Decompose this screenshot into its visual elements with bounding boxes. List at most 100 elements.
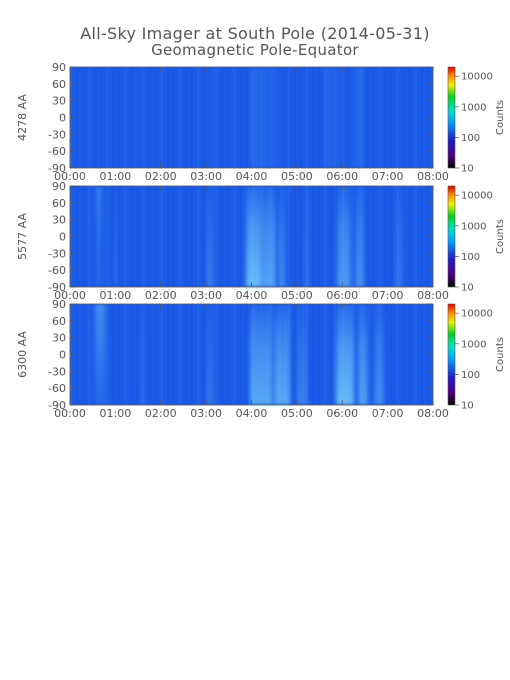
- heatmap-column: [318, 304, 321, 405]
- y-tick-label: -60: [48, 382, 66, 395]
- heatmap-column: [215, 186, 218, 287]
- panel-label: 4278 AA: [16, 94, 29, 141]
- aurora-streak: [140, 304, 144, 405]
- x-tick-label: 04:00: [236, 407, 268, 420]
- heatmap-column: [124, 304, 127, 405]
- heatmap-column: [312, 186, 314, 287]
- aurora-streak: [274, 304, 290, 405]
- heatmap-column: [88, 304, 91, 405]
- heatmap-column: [142, 67, 145, 168]
- y-tick-label: 30: [52, 332, 66, 345]
- aurora-streak: [304, 186, 310, 287]
- y-tick-label: -90: [48, 281, 66, 294]
- colorbar-tick-label: 10000: [461, 72, 493, 83]
- heatmap-column: [191, 67, 193, 168]
- y-tick-label: 60: [52, 78, 66, 91]
- heatmap-column: [130, 186, 133, 287]
- heatmap-column: [178, 186, 181, 287]
- heatmap-column: [191, 186, 193, 287]
- heatmap-column: [239, 186, 242, 287]
- heatmap-column: [384, 67, 387, 168]
- y-tick-label: -30: [48, 128, 66, 141]
- x-tick-label: 03:00: [190, 407, 222, 420]
- chart-title: All-Sky Imager at South Pole (2014-05-31…: [80, 24, 430, 43]
- heatmap-column: [221, 67, 224, 168]
- x-tick-label: 07:00: [372, 289, 404, 302]
- colorbar-tick-label: 1000: [461, 339, 486, 350]
- aurora-streak: [355, 186, 364, 287]
- heatmap-column: [82, 304, 85, 405]
- heatmap-column: [420, 186, 423, 287]
- heatmap-column: [76, 304, 79, 405]
- x-tick-label: 06:00: [326, 170, 358, 183]
- colorbar-tick-label: 1000: [461, 102, 486, 113]
- heatmap-column: [293, 186, 296, 287]
- heatmap-column: [372, 186, 375, 287]
- heatmap-column: [191, 304, 193, 405]
- colorbar-label: Counts: [495, 337, 506, 372]
- x-tick-label: 00:00: [54, 289, 86, 302]
- heatmap-column: [166, 67, 169, 168]
- heatmap-column: [384, 186, 387, 287]
- heatmap-column: [426, 67, 429, 168]
- aurora-streak: [95, 304, 105, 405]
- y-tick-label: -90: [48, 162, 66, 175]
- colorbar-tick-label: 10: [461, 164, 474, 175]
- x-tick-label: 04:00: [236, 170, 268, 183]
- heatmap-column: [100, 67, 103, 168]
- x-tick-label: 02:00: [145, 289, 177, 302]
- colorbar-tick-label: 10: [461, 401, 474, 412]
- heatmap-column: [354, 304, 357, 405]
- aurora-streak: [262, 186, 276, 287]
- heatmap-column: [203, 304, 206, 405]
- colorbar: [447, 185, 456, 288]
- heatmap-column: [414, 67, 417, 168]
- y-tick-label: -30: [48, 365, 66, 378]
- heatmap-column: [215, 67, 218, 168]
- x-tick-label: 02:00: [145, 170, 177, 183]
- heatmap-column: [318, 186, 321, 287]
- aurora-streak: [325, 67, 339, 168]
- heatmap-column: [136, 304, 139, 405]
- x-tick-label: 06:00: [326, 407, 358, 420]
- heatmap-column: [106, 67, 109, 168]
- heatmap-column: [312, 304, 314, 405]
- heatmap-column: [281, 67, 284, 168]
- aurora-streak: [279, 186, 285, 287]
- heatmap-column: [287, 67, 290, 168]
- heatmap-column: [227, 304, 230, 405]
- heatmap-column: [293, 67, 296, 168]
- y-tick-label: 0: [59, 231, 66, 244]
- heatmap-column: [112, 186, 115, 287]
- y-tick-label: 90: [52, 298, 66, 311]
- heatmap-column: [318, 67, 321, 168]
- heatmap-column: [76, 67, 79, 168]
- heatmap-column: [426, 304, 429, 405]
- heatmap-column: [112, 304, 115, 405]
- heatmap-column: [76, 186, 79, 287]
- aurora-streak: [96, 186, 102, 287]
- heatmap-column: [160, 67, 163, 168]
- heatmap-column: [88, 186, 91, 287]
- heatmap-column: [227, 67, 230, 168]
- heatmap-column: [82, 67, 85, 168]
- heatmap-column: [154, 304, 157, 405]
- y-tick-label: 30: [52, 214, 66, 227]
- x-tick-label: 06:00: [326, 289, 358, 302]
- y-tick-label: -60: [48, 145, 66, 158]
- heatmap-column: [390, 67, 393, 168]
- heatmap-column: [396, 304, 399, 405]
- heatmap-column: [154, 67, 157, 168]
- heatmap-column: [184, 304, 187, 405]
- chart-subtitle: Geomagnetic Pole-Equator: [151, 41, 359, 59]
- heatmap-column: [245, 67, 248, 168]
- heatmap-column: [221, 186, 224, 287]
- heatmap-column: [154, 186, 157, 287]
- heatmap-column: [184, 67, 187, 168]
- heatmap-column: [342, 67, 345, 168]
- aurora-streak: [272, 67, 278, 168]
- heatmap-column: [160, 304, 163, 405]
- heatmap-column: [178, 304, 181, 405]
